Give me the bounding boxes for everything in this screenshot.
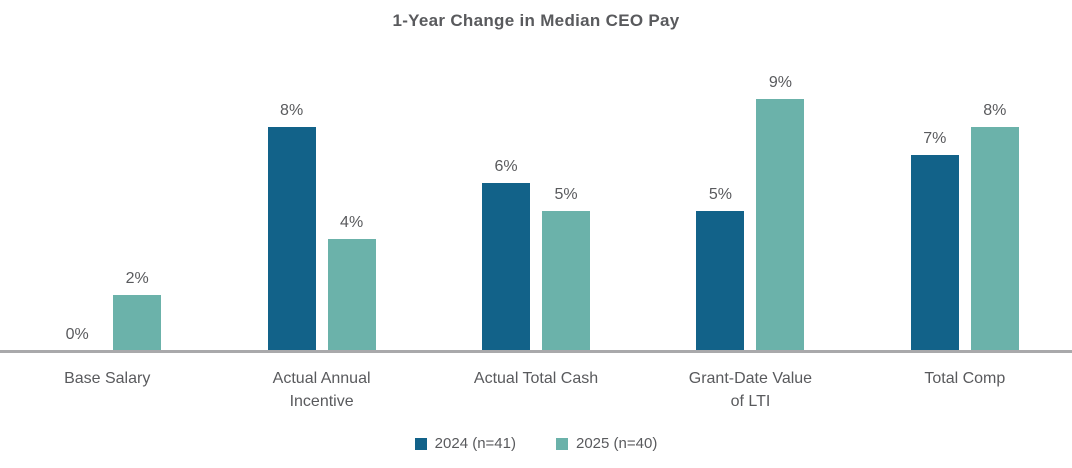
value-label-2024-total-comp: 7% [923,130,947,147]
category-label-line: Actual Total Cash [473,370,599,387]
category-labels: Base Salary Actual Annual Incentive Actual … [0,367,1072,413]
category-label-total-comp: Total Comp [858,367,1072,413]
legend: 2024 (n=41) 2025 (n=40) [0,435,1072,452]
category-label-base-salary: Base Salary [0,367,214,413]
bar-wrap-2025-grant-date-value-of-lti: 9% [756,74,805,351]
legend-item-2024: 2024 (n=41) [414,435,516,452]
bar-wrap-2025-total-comp: 8% [970,102,1019,351]
bar-wrap-2024-actual-total-cash: 6% [482,158,531,351]
bar-wrap-2025-actual-annual-incentive: 4% [327,214,376,351]
value-label-2024-grant-date-value-of-lti: 5% [708,186,732,203]
legend-label-2024: 2024 (n=41) [434,435,516,452]
value-label-2024-actual-total-cash: 6% [494,158,518,175]
bar-2025-actual-annual-incentive [327,239,376,351]
value-label-2025-grant-date-value-of-lti: 9% [768,74,792,91]
category-label-line: of LTI [730,393,771,410]
legend-label-2025: 2025 (n=40) [576,435,658,452]
value-label-2025-total-comp: 8% [983,102,1007,119]
category-label-line: Actual Annual [272,370,371,387]
bar-2025-actual-total-cash [542,211,591,351]
x-axis-line [0,350,1072,353]
value-label-2024-actual-annual-incentive: 8% [280,102,304,119]
bar-wrap-2025-base-salary: 2% [113,270,162,351]
plot-area: 0% 2% 8% 4% 6% 5% 5% 9% 7% 8% [0,51,1072,351]
legend-swatch-2024-icon [414,437,427,450]
bar-group-grant-date-value-of-lti: 5% 9% [643,51,857,351]
bar-group-actual-annual-incentive: 8% 4% [214,51,428,351]
bar-2025-base-salary [113,295,162,351]
bar-wrap-2024-grant-date-value-of-lti: 5% [696,186,745,351]
category-label-line: Total Comp [924,370,1006,387]
value-label-2025-actual-total-cash: 5% [554,186,578,203]
bar-2025-total-comp [970,127,1019,351]
value-label-2025-base-salary: 2% [125,270,149,287]
legend-swatch-2025-icon [556,437,568,450]
category-label-line: Base Salary [64,370,151,387]
category-label-actual-annual-incentive: Actual Annual Incentive [214,367,428,413]
bar-2024-total-comp [910,155,959,351]
bar-2024-actual-annual-incentive [267,127,316,351]
value-label-2024-base-salary: 0% [65,326,89,343]
bar-group-total-comp: 7% 8% [858,51,1072,351]
chart-title: 1-Year Change in Median CEO Pay [392,11,680,30]
bar-wrap-2025-actual-total-cash: 5% [542,186,591,351]
bar-wrap-2024-total-comp: 7% [910,130,959,351]
bar-2024-actual-total-cash [482,183,531,351]
bar-group-actual-total-cash: 6% 5% [429,51,643,351]
bar-wrap-2024-actual-annual-incentive: 8% [267,102,316,351]
bar-group-base-salary: 0% 2% [0,51,214,351]
category-label-actual-total-cash: Actual Total Cash [429,367,643,413]
bar-wrap-2024-base-salary: 0% [53,326,101,351]
category-label-grant-date-value-of-lti: Grant-Date Value of LTI [643,367,857,413]
category-label-line: Incentive [289,393,354,410]
legend-item-2025: 2025 (n=40) [556,435,657,452]
bar-2025-grant-date-value-of-lti [756,99,805,351]
category-label-line: Grant-Date Value [688,370,813,387]
bar-2024-grant-date-value-of-lti [696,211,745,351]
value-label-2025-actual-annual-incentive: 4% [340,214,364,231]
